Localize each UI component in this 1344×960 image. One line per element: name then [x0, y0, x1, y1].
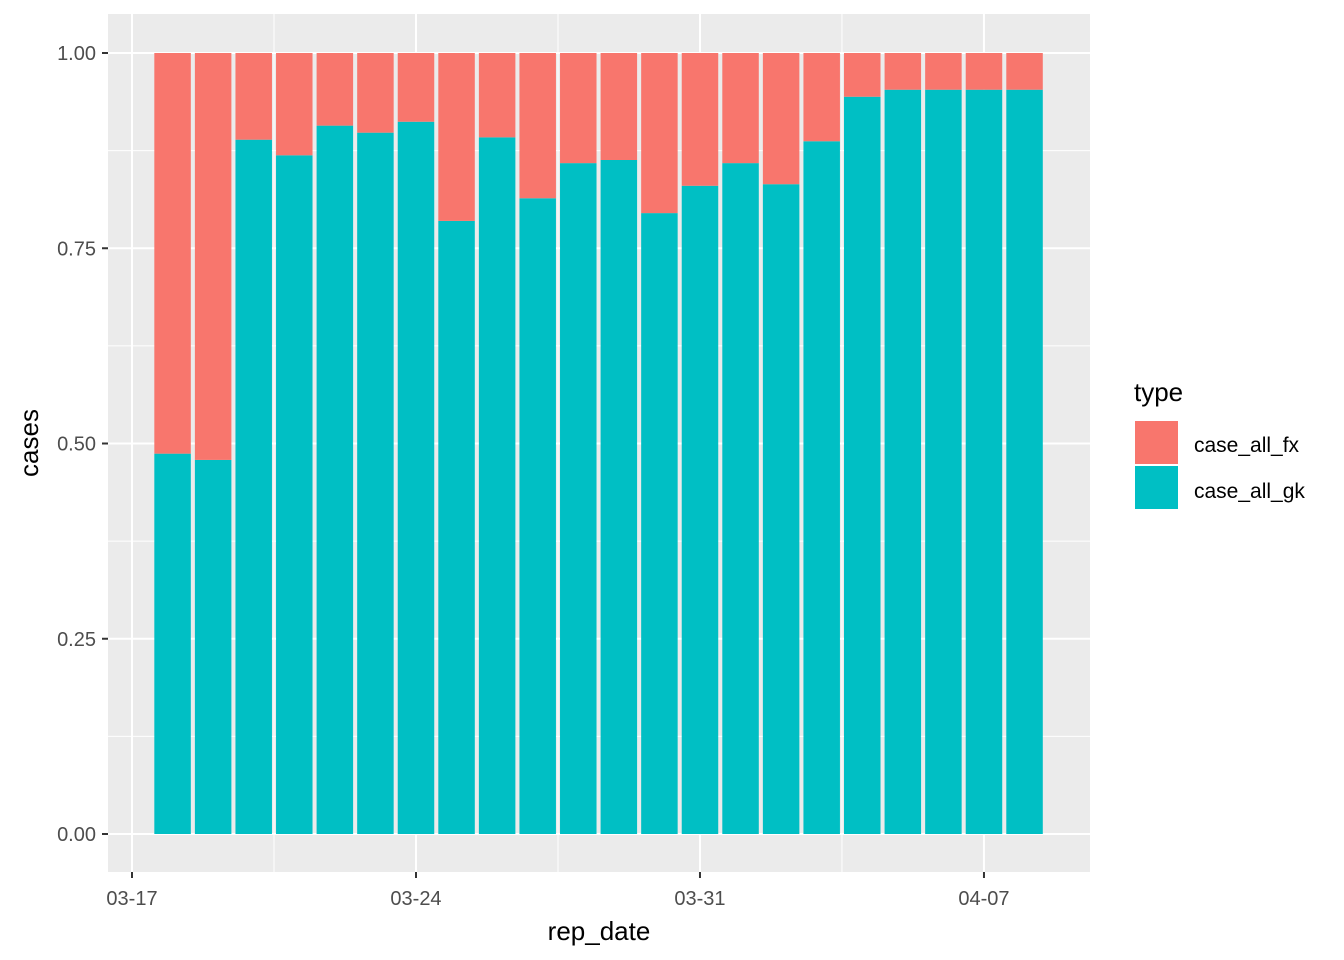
bar-case_all_fx-03-20: [235, 53, 272, 140]
legend: type case_all_fx case_all_gk: [1134, 377, 1305, 509]
x-tick-label: 04-07: [958, 888, 1009, 910]
y-tick-label: 0.00: [57, 824, 96, 846]
bar-case_all_gk-04-07: [965, 89, 1003, 834]
bar-case_all_gk-04-02: [762, 184, 800, 834]
bar-case_all_gk-03-27: [519, 198, 556, 835]
bar-case_all_fx-03-18: [154, 53, 191, 454]
x-axis-title: rep_date: [548, 916, 651, 946]
bar-case_all_gk-03-29: [600, 159, 638, 834]
bar-case_all_gk-03-30: [641, 213, 678, 835]
bar-case_all_gk-04-05: [884, 89, 922, 834]
y-tick-label: 1.00: [57, 43, 96, 65]
bar-case_all_fx-03-31: [681, 53, 719, 186]
bar-case_all_fx-04-01: [722, 53, 759, 164]
bar-case_all_fx-03-28: [560, 53, 597, 164]
bar-case_all_fx-04-03: [803, 53, 840, 142]
bar-case_all_fx-04-06: [925, 53, 962, 90]
bar-case_all_fx-03-19: [194, 53, 232, 460]
bar-case_all_fx-03-23: [357, 53, 394, 133]
bar-case_all_fx-03-27: [519, 53, 556, 199]
x-tick-label: 03-17: [106, 888, 157, 910]
bar-case_all_gk-04-08: [1006, 89, 1043, 834]
bar-case_all_gk-03-25: [438, 220, 475, 835]
bar-case_all_fx-03-24: [397, 53, 435, 122]
y-tick-label: 0.25: [57, 629, 96, 651]
bar-case_all_fx-03-29: [600, 53, 638, 160]
bar-case_all_fx-04-05: [884, 53, 922, 90]
y-tick-label: 0.50: [57, 434, 96, 456]
bar-case_all_gk-03-19: [194, 459, 232, 834]
x-tick-label: 03-31: [674, 888, 725, 910]
bar-case_all_fx-03-26: [478, 53, 516, 138]
bar-case_all_gk-03-23: [357, 132, 394, 835]
bar-case_all_gk-03-24: [397, 121, 435, 834]
bar-case_all_gk-03-21: [276, 155, 313, 834]
legend-label-fx: case_all_fx: [1194, 434, 1300, 457]
bar-case_all_gk-03-20: [235, 139, 272, 835]
legend-key-gk: [1135, 466, 1178, 509]
bar-case_all_gk-03-28: [560, 163, 597, 835]
legend-key-fx: [1135, 421, 1178, 464]
bar-case_all_gk-03-26: [478, 137, 516, 834]
bar-case_all_gk-04-04: [844, 96, 881, 834]
y-axis-title: cases: [14, 409, 44, 477]
bar-case_all_fx-04-04: [844, 53, 881, 97]
legend-label-gk: case_all_gk: [1194, 480, 1305, 503]
bar-case_all_fx-03-22: [316, 53, 354, 126]
bar-case_all_fx-03-21: [276, 53, 313, 156]
bar-case_all_fx-03-30: [641, 53, 678, 214]
bar-case_all_gk-03-22: [316, 125, 354, 835]
bar-case_all_fx-04-07: [965, 53, 1003, 90]
x-tick-label: 03-24: [390, 888, 441, 910]
legend-title: type: [1134, 377, 1183, 407]
bar-case_all_fx-04-02: [762, 53, 800, 185]
bar-case_all_gk-04-06: [925, 89, 962, 834]
bar-case_all_gk-03-31: [681, 185, 719, 834]
bar-case_all_gk-04-01: [722, 163, 759, 835]
bar-case_all_gk-03-18: [154, 453, 191, 834]
bar-case_all_gk-04-03: [803, 141, 840, 835]
bar-case_all_fx-04-08: [1006, 53, 1043, 90]
y-tick-label: 0.75: [57, 238, 96, 260]
bar-case_all_fx-03-25: [438, 53, 475, 221]
